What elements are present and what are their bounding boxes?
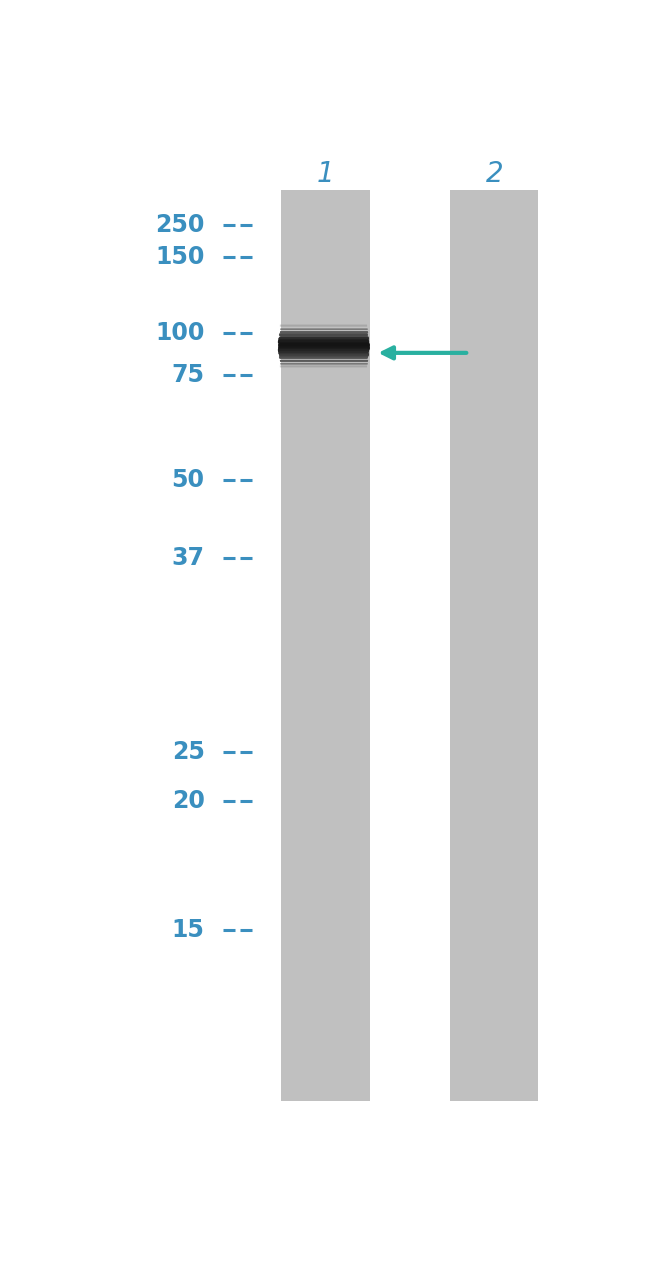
Text: 2: 2: [486, 160, 503, 188]
Bar: [281, 189, 370, 1101]
Text: 20: 20: [172, 789, 205, 813]
Text: 25: 25: [172, 740, 205, 763]
Text: 250: 250: [155, 213, 205, 236]
Text: 75: 75: [172, 363, 205, 387]
Bar: [450, 189, 538, 1101]
Text: 37: 37: [172, 546, 205, 570]
Text: 100: 100: [155, 321, 205, 345]
Text: 150: 150: [155, 245, 205, 269]
Text: 50: 50: [172, 469, 205, 491]
Text: 1: 1: [317, 160, 334, 188]
Text: 15: 15: [172, 918, 205, 942]
